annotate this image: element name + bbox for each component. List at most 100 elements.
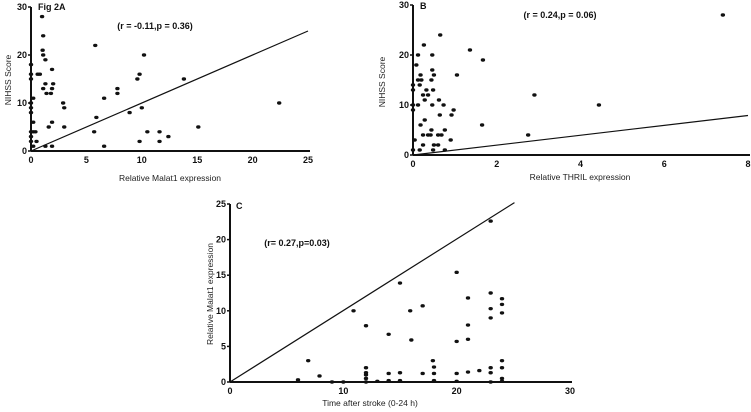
- data-point: [39, 14, 45, 19]
- correlation-annotation: (r = 0.24,p = 0.06): [523, 10, 596, 20]
- data-point: [525, 133, 531, 137]
- data-point: [431, 143, 437, 147]
- y-tick-label: 0: [404, 150, 409, 160]
- x-axis-label: Time after stroke (0-24 h): [322, 398, 418, 408]
- data-point: [410, 103, 416, 107]
- data-point: [454, 371, 459, 376]
- data-point: [439, 133, 444, 137]
- data-point: [421, 43, 427, 47]
- data-point: [295, 378, 301, 382]
- y-axis-label: Relative Malat1 expression: [205, 243, 215, 345]
- data-point: [418, 123, 423, 127]
- data-point: [196, 125, 201, 129]
- data-point: [465, 337, 471, 341]
- x-tick-label: 8: [745, 159, 750, 169]
- data-point: [28, 134, 34, 139]
- data-point: [499, 296, 505, 301]
- data-point: [397, 371, 403, 375]
- data-point: [49, 67, 55, 72]
- data-point: [62, 125, 67, 129]
- data-point: [425, 93, 431, 97]
- data-point: [449, 113, 454, 117]
- data-point: [437, 113, 442, 117]
- panel-title: C: [236, 201, 243, 211]
- y-axis-label: NIHSS Score: [377, 56, 387, 107]
- data-point: [435, 143, 441, 147]
- y-tick-label: 5: [221, 341, 226, 351]
- data-point: [420, 304, 425, 308]
- data-point: [420, 93, 426, 97]
- panel-title: B: [420, 1, 427, 11]
- data-point: [351, 309, 356, 313]
- data-point: [137, 72, 142, 76]
- data-point: [488, 366, 493, 370]
- y-tick-label: 10: [17, 98, 27, 108]
- data-point: [40, 34, 46, 38]
- data-point: [341, 380, 346, 384]
- data-point: [386, 371, 391, 376]
- data-point: [488, 371, 493, 375]
- data-point: [28, 110, 34, 115]
- x-tick-label: 20: [452, 386, 462, 396]
- data-point: [499, 376, 505, 381]
- data-point: [454, 73, 460, 77]
- y-tick-label: 30: [17, 2, 27, 12]
- scatter-panel-b: 0 2 4 6 8 0 10 20 30 B (r = 0.24,p = 0.06) Relative…: [377, 0, 751, 182]
- data-point: [181, 77, 187, 81]
- data-point: [431, 378, 437, 383]
- data-point: [430, 88, 436, 92]
- data-point: [157, 139, 162, 144]
- data-point: [467, 48, 473, 52]
- data-point: [441, 103, 446, 107]
- data-point: [363, 380, 369, 384]
- data-point: [422, 98, 427, 102]
- data-point: [375, 379, 380, 383]
- data-point: [410, 108, 416, 112]
- data-point: [306, 358, 311, 363]
- data-point: [94, 115, 99, 120]
- correlation-annotation: (r = -0.11,p = 0.36): [117, 21, 193, 31]
- data-point: [429, 128, 434, 132]
- data-point: [477, 368, 482, 373]
- data-point: [28, 62, 34, 67]
- data-point: [454, 379, 459, 383]
- data-point: [91, 130, 97, 134]
- x-tick-label: 2: [494, 159, 499, 169]
- data-point: [429, 78, 434, 82]
- data-point: [31, 120, 36, 124]
- y-axis-label: NIHSS Score: [3, 54, 13, 105]
- data-point: [28, 77, 34, 81]
- data-point: [420, 143, 426, 147]
- data-point: [419, 78, 424, 82]
- data-point: [415, 103, 421, 107]
- data-point: [488, 380, 493, 384]
- data-point: [166, 134, 171, 139]
- x-tick-label: 30: [565, 386, 575, 396]
- data-point: [157, 130, 162, 134]
- data-point: [596, 103, 602, 107]
- data-point: [44, 91, 49, 96]
- y-tick-label: 0: [22, 146, 27, 156]
- data-point: [40, 48, 45, 52]
- data-point: [408, 309, 413, 313]
- data-point: [430, 53, 435, 57]
- x-tick-label: 20: [248, 155, 258, 165]
- data-point: [488, 219, 493, 223]
- data-point: [115, 86, 120, 91]
- y-tick-label: 20: [216, 235, 226, 245]
- data-point: [436, 98, 442, 102]
- data-point: [422, 118, 427, 122]
- scatter-panel-c: 0 10 20 30 0 5 10 15 20 25 C (r= 0.27,p=0.03) Time a…: [205, 199, 575, 408]
- data-point: [49, 120, 55, 124]
- data-point: [386, 332, 391, 336]
- data-point: [435, 133, 441, 137]
- y-tick-label: 10: [216, 306, 226, 316]
- data-point: [428, 133, 433, 137]
- data-point: [410, 88, 416, 92]
- data-point: [141, 53, 147, 57]
- data-point: [499, 358, 505, 363]
- data-point: [412, 138, 417, 142]
- data-point: [430, 68, 435, 72]
- data-point: [93, 43, 98, 48]
